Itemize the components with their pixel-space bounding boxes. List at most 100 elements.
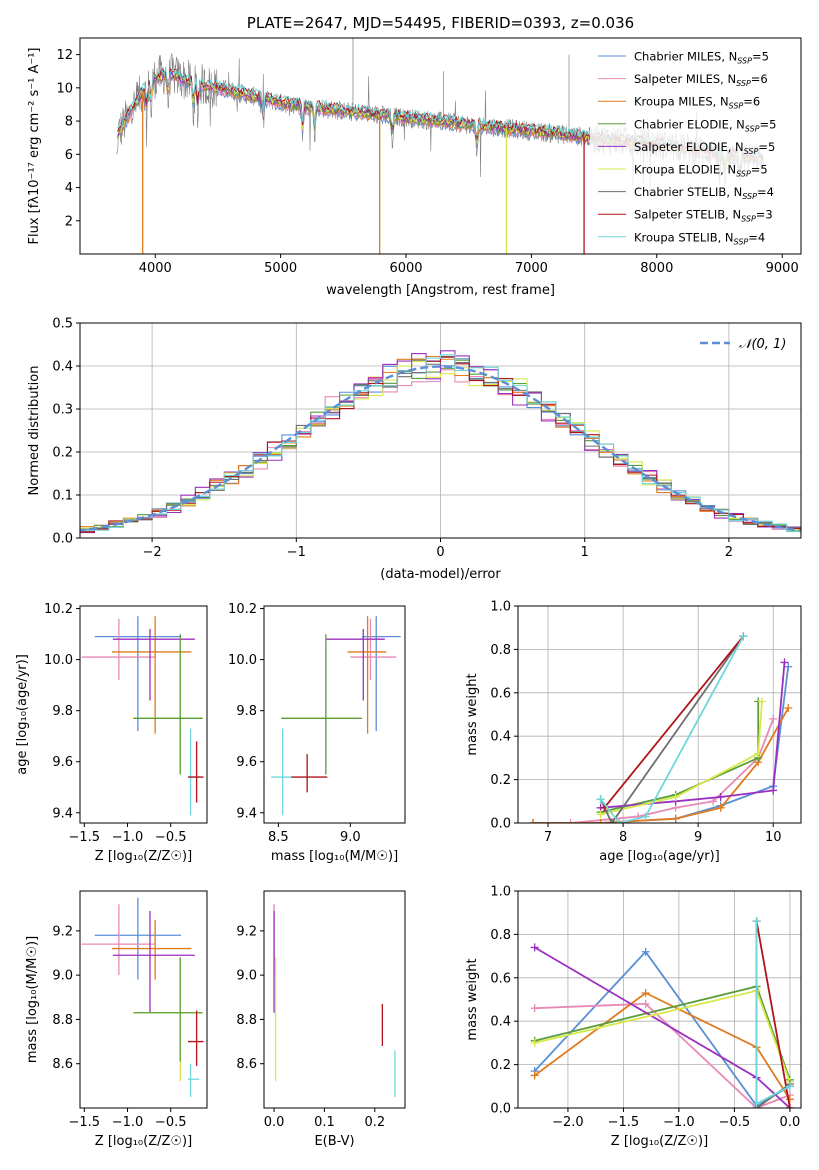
- age_vs_z-xlabel: Z [log₁₀(Z/Z☉)]: [95, 849, 192, 864]
- age_vs_z-xtick-label: −1.5: [69, 830, 101, 845]
- mass_vs_ebv-panel: 0.0 0.1 0.2 8.6 8.8 9.0 9.2 E(B-V): [236, 890, 406, 1149]
- legend-label-salpeter_stelib: Salpeter STELIB, NSSP=3: [634, 208, 773, 224]
- mass_vs_ebv-ytick-label: 9.2: [236, 924, 257, 939]
- legend-label-text: Kroupa STELIB, N: [634, 230, 734, 244]
- age_vs_z-ytick-label: 10.0: [44, 653, 73, 668]
- weight-line-kroupa_elodie: [600, 701, 763, 816]
- weight-line-salpeter_stelib: [603, 635, 744, 809]
- legend-label-tail: =5: [752, 50, 769, 64]
- residuals-xtick-label: 1: [581, 545, 589, 560]
- weight_vs_age-xtick-label: 7: [544, 830, 552, 845]
- age_vs_mass-xlabel: mass [log₁₀(M/M☉)]: [271, 849, 398, 864]
- age_vs_z-plot-area: [81, 616, 204, 816]
- legend-label-tail: =5: [751, 163, 768, 177]
- weight-marker-kroupa_stelib: [752, 1099, 761, 1108]
- legend-label-text: Salpeter ELODIE, N: [634, 140, 744, 154]
- weight-marker-kroupa_miles: [716, 803, 725, 812]
- weight-marker-kroupa_miles: [641, 988, 650, 997]
- age_vs_z-ytick-label: 9.4: [52, 806, 73, 821]
- gaussian-reference-curve: [80, 365, 801, 532]
- mass_vs_z-xtick-label: −1.5: [69, 1115, 101, 1130]
- age_vs_z-panel: −1.5 −1.0 −0.5 9.4 9.6 9.8 10.0 10.2 Z [log₁₀(Z/…: [15, 602, 208, 864]
- weight-line-chabrier_miles: [533, 950, 791, 1107]
- weight-marker-kroupa_elodie: [757, 697, 766, 706]
- residuals-ytick-label: 0.1: [52, 489, 73, 504]
- legend-label-salpeter_elodie: Salpeter ELODIE, NSSP=5: [634, 140, 775, 156]
- age_vs_z-ytick-label: 9.6: [52, 755, 73, 770]
- legend-label-kroupa_elodie: Kroupa ELODIE, NSSP=5: [634, 163, 768, 179]
- spectrum-ylabel: Flux [fλ10⁻¹⁷ erg cm⁻² s⁻¹ A⁻¹]: [27, 48, 42, 245]
- mass_vs_ebv-ytick-label: 8.8: [236, 1013, 257, 1028]
- spectrum-ytick-label: 4: [65, 181, 73, 196]
- legend-label-text: Chabrier MILES, N: [634, 50, 737, 64]
- weight_vs_age-ytick-label: 0.6: [490, 686, 511, 701]
- legend-label-sub: SSP: [745, 124, 760, 133]
- mass_vs_z-xtick-label: −0.5: [155, 1115, 187, 1130]
- mass_vs_z-panel: −1.5 −1.0 −0.5 8.6 8.8 9.0 9.2 Z [log₁₀(Z/Z☉)] m…: [25, 890, 208, 1149]
- weight_vs_z-ytick-label: 0.8: [490, 928, 511, 943]
- weight_vs_age-xlabel: age [log₁₀(age/yr)]: [599, 849, 720, 864]
- weight_vs_age-axes-frame: [517, 605, 802, 824]
- weight-line-kroupa_stelib: [599, 635, 744, 823]
- mass_vs_z-ytick-label: 9.2: [52, 924, 73, 939]
- weight-marker-chabrier_stelib: [607, 819, 616, 823]
- weight-marker-salpeter_stelib: [785, 1104, 794, 1108]
- mass_vs_z-xlabel: Z [log₁₀(Z/Z☉)]: [95, 1134, 192, 1149]
- legend-label-salpeter_miles: Salpeter MILES, NSSP=6: [634, 72, 768, 88]
- weight_vs_z-xtick-label: −1.5: [608, 1115, 640, 1130]
- legend-label-text: Chabrier ELODIE, N: [634, 117, 745, 131]
- residuals-ytick-label: 0.4: [52, 360, 73, 375]
- age_vs_z-ytick-label: 9.8: [52, 704, 73, 719]
- residuals-xtick-label: −1: [287, 545, 306, 560]
- legend-label-text: Chabrier STELIB, N: [634, 185, 742, 199]
- legend-label-sub: SSP: [744, 147, 759, 156]
- legend-label-chabrier_miles: Chabrier MILES, NSSP=5: [634, 50, 769, 66]
- weight-marker-kroupa_stelib: [596, 795, 605, 804]
- weight_vs_age-panel: 7 8 9 10 0.0 0.2 0.4 0.6 0.8 1.0 age [log₁₀(age/yr…: [465, 600, 802, 864]
- weight-line-kroupa_elodie: [534, 989, 791, 1083]
- weight-line-salpeter_stelib: [755, 921, 791, 1108]
- mass_vs_z-plot-area: [81, 897, 204, 1097]
- age_vs_mass-xtick-label: 9.0: [340, 830, 361, 845]
- spectrum-xtick-label: 9000: [766, 261, 799, 276]
- weight_vs_z-ytick-label: 0.4: [490, 1015, 511, 1030]
- mass_vs_ebv-xtick-label: 0.2: [364, 1115, 385, 1130]
- residuals-ytick-label: 0.5: [52, 317, 73, 332]
- age_vs_z-xtick-label: −1.0: [112, 830, 144, 845]
- age_vs_mass-ytick-label: 9.8: [236, 704, 257, 719]
- weight_vs_z-ylabel: mass weight: [465, 958, 480, 1040]
- weight-marker-kroupa_elodie: [754, 749, 763, 758]
- age_vs_z-axes-frame: [79, 605, 208, 824]
- mass_vs_ebv-axes-frame: [263, 890, 406, 1109]
- spectrum-xlabel: wavelength [Angstrom, rest frame]: [326, 283, 555, 298]
- spectrum-panel: PLATE=2647, MJD=54495, FIBERID=0393, z=0…: [27, 14, 802, 298]
- weight-marker-kroupa_stelib: [785, 1082, 794, 1091]
- weight-line-kroupa_miles: [534, 991, 791, 1100]
- weight_vs_z-xlabel: Z [log₁₀(Z/Z☉)]: [611, 1134, 708, 1149]
- weight_vs_z-plot-area: [530, 917, 794, 1108]
- mass_vs_z-ytick-label: 9.0: [52, 969, 73, 984]
- legend-label-tail: =5: [758, 140, 775, 154]
- residuals-ytick-label: 0.2: [52, 446, 73, 461]
- weight-marker-kroupa_stelib: [615, 819, 624, 823]
- legend-label-gaussian: 𝒩(0, 1): [739, 337, 786, 352]
- weight-marker-chabrier_miles: [784, 662, 793, 671]
- legend-label-kroupa_stelib: Kroupa STELIB, NSSP=4: [634, 230, 765, 246]
- legend-label-sub: SSP: [741, 215, 756, 224]
- legend-label-chabrier_elodie: Chabrier ELODIE, NSSP=5: [634, 117, 776, 133]
- weight_vs_z-xtick-label: −0.5: [719, 1115, 751, 1130]
- weight-marker-salpeter_miles: [641, 999, 650, 1008]
- weight-line-salpeter_elodie: [600, 662, 786, 809]
- legend-label-sub: SSP: [742, 192, 757, 201]
- mass_vs_ebv-xtick-label: 0.1: [314, 1115, 335, 1130]
- age_vs_mass-ytick-label: 9.4: [236, 806, 257, 821]
- spectrum-xtick-label: 8000: [640, 261, 673, 276]
- weight-marker-kroupa_elodie: [530, 1038, 539, 1047]
- weight_vs_age-xtick-label: 10: [765, 830, 782, 845]
- age_vs_mass-panel: 8.5 9.0 9.4 9.6 9.8 10.0 10.2 mass [log₁₀(M/M☉)…: [228, 602, 406, 864]
- weight_vs_age-ytick-label: 0.4: [490, 730, 511, 745]
- mass_vs_ebv-ytick-label: 8.6: [236, 1057, 257, 1072]
- age_vs_mass-ytick-label: 10.0: [228, 653, 257, 668]
- legend-label-text: Kroupa ELODIE, N: [634, 163, 736, 177]
